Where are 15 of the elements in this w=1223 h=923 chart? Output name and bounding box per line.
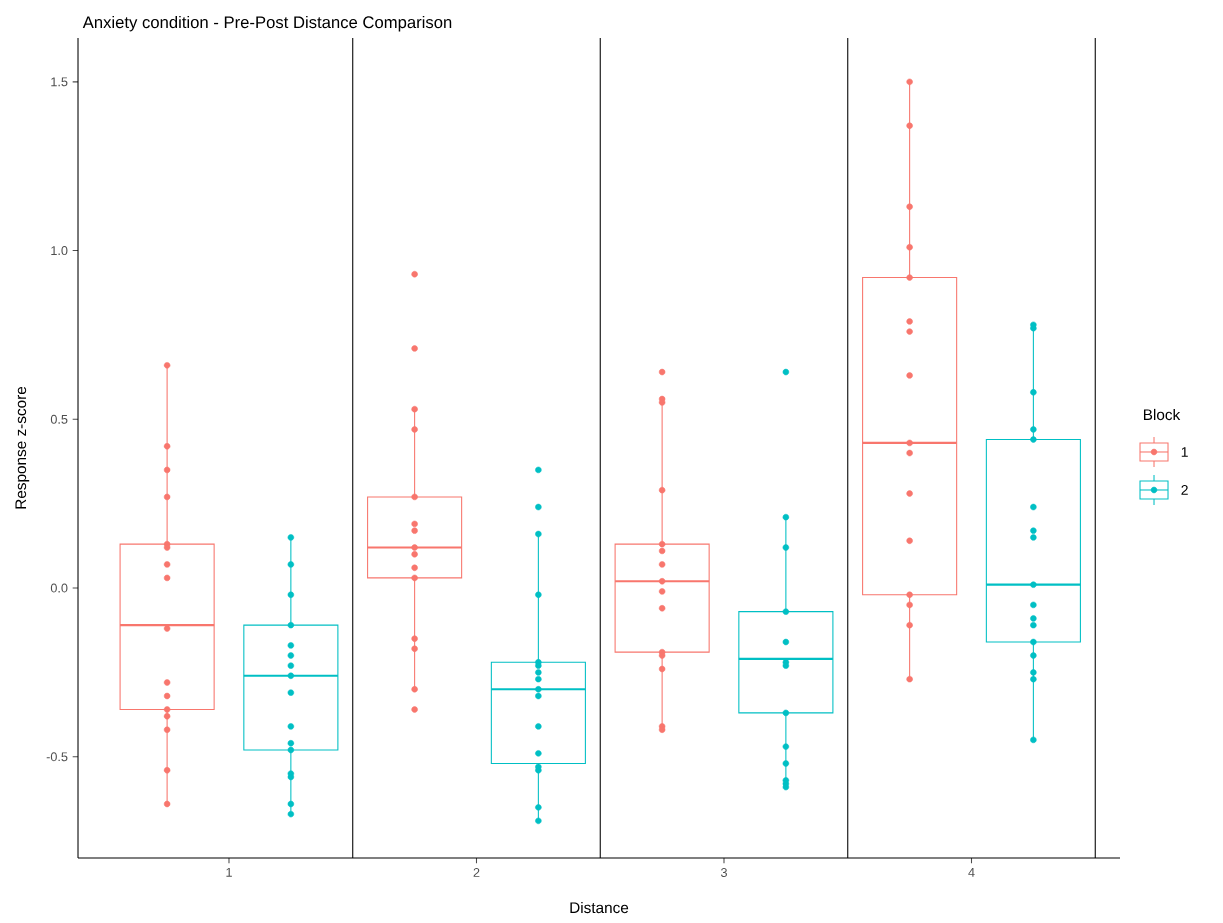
y-axis-title: Response z-score [15,386,30,509]
chart-title: Anxiety condition - Pre-Post Distance Comparison [82,15,452,32]
x-tick-label: 2 [473,868,480,877]
legend-label: 1 [1181,447,1188,457]
x-tick-label: 4 [968,868,975,877]
y-tick-label: 1.0 [51,246,68,256]
legend-label: 2 [1181,485,1188,495]
x-tick-label: 1 [226,868,232,877]
y-tick-label: 0.0 [50,583,68,593]
y-tick-label: 1.5 [51,77,68,87]
legend-title: Block [1143,408,1181,421]
y-tick-label: 0.5 [50,414,68,424]
x-tick-label: 3 [720,868,727,877]
y-tick-label: -0.5 [46,752,68,762]
x-axis-title: Distance [570,901,629,914]
